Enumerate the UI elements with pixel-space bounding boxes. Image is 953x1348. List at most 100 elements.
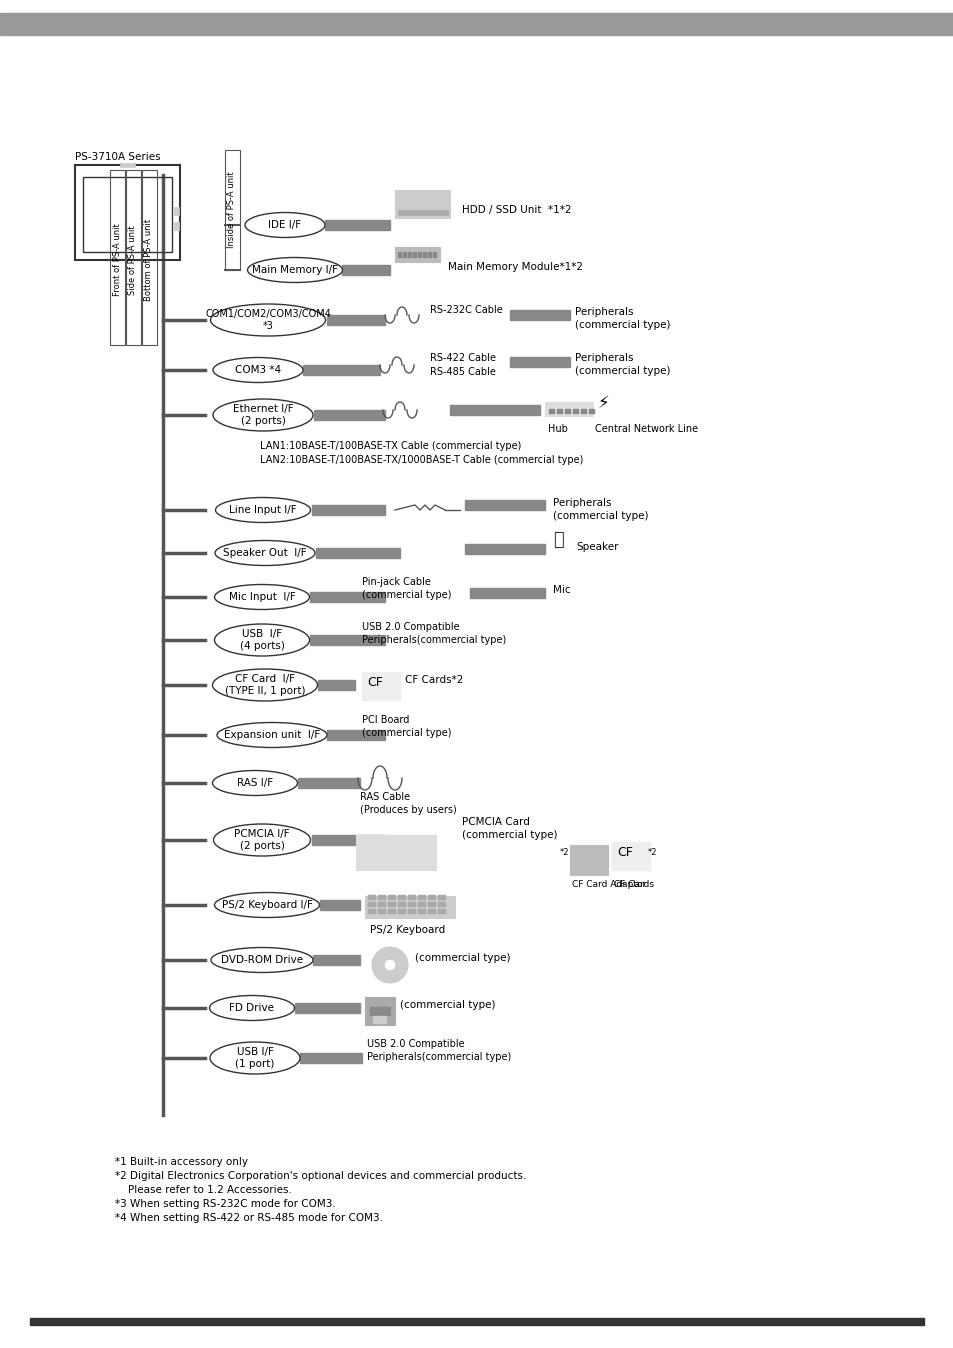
Bar xyxy=(437,902,446,907)
Bar xyxy=(388,909,395,914)
Bar xyxy=(365,998,395,1024)
Bar xyxy=(314,410,385,421)
Bar xyxy=(75,164,180,260)
Text: Please refer to 1.2 Accessories.: Please refer to 1.2 Accessories. xyxy=(115,1185,292,1194)
Text: (commercial type): (commercial type) xyxy=(461,830,557,840)
Bar xyxy=(397,895,406,900)
Bar xyxy=(564,408,569,412)
Bar xyxy=(110,170,125,345)
Text: Peripherals(commercial type): Peripherals(commercial type) xyxy=(367,1051,511,1062)
Bar xyxy=(377,895,386,900)
Bar xyxy=(437,895,446,900)
Text: Inside of PS-A unit: Inside of PS-A unit xyxy=(227,171,236,248)
Text: 🔊: 🔊 xyxy=(553,531,563,549)
Text: Speaker: Speaker xyxy=(576,542,618,551)
Text: Mic: Mic xyxy=(553,585,570,594)
Text: PCMCIA Card: PCMCIA Card xyxy=(461,817,529,828)
Bar xyxy=(413,252,416,257)
Bar xyxy=(126,170,141,345)
Ellipse shape xyxy=(216,723,327,748)
Bar xyxy=(299,1053,361,1064)
Text: ⚡: ⚡ xyxy=(598,394,609,412)
Bar xyxy=(325,220,390,231)
Bar xyxy=(365,896,455,918)
Bar xyxy=(437,909,446,914)
Text: Peripherals(commercial type): Peripherals(commercial type) xyxy=(361,635,506,644)
Ellipse shape xyxy=(213,357,303,383)
Bar xyxy=(317,679,355,690)
Text: *2 Digital Electronics Corporation's optional devices and commercial products.: *2 Digital Electronics Corporation's opt… xyxy=(115,1171,526,1181)
Ellipse shape xyxy=(210,996,294,1020)
Bar xyxy=(428,902,436,907)
Circle shape xyxy=(385,960,395,971)
Bar xyxy=(173,222,179,231)
Text: RAS I/F: RAS I/F xyxy=(236,778,273,789)
Bar xyxy=(510,310,569,319)
Bar xyxy=(327,315,385,325)
Bar xyxy=(464,500,544,510)
Bar xyxy=(313,954,359,965)
Ellipse shape xyxy=(214,624,309,656)
Bar xyxy=(297,778,359,789)
Text: *1 Built-in accessory only: *1 Built-in accessory only xyxy=(115,1157,248,1167)
Ellipse shape xyxy=(213,824,310,856)
Bar xyxy=(173,208,179,214)
Ellipse shape xyxy=(213,399,313,431)
Text: LAN2:10BASE-T/100BASE-TX/1000BASE-T Cable (commercial type): LAN2:10BASE-T/100BASE-TX/1000BASE-T Cabl… xyxy=(260,456,583,465)
Text: FD Drive: FD Drive xyxy=(230,1003,274,1012)
Text: CF Card  I/F
(TYPE II, 1 port): CF Card I/F (TYPE II, 1 port) xyxy=(225,674,305,696)
Bar xyxy=(368,895,375,900)
Bar xyxy=(120,163,135,167)
Bar xyxy=(395,247,439,262)
Bar xyxy=(548,408,554,412)
Bar xyxy=(397,909,406,914)
Text: *2: *2 xyxy=(647,848,657,857)
Text: Bottom of PS-A unit: Bottom of PS-A unit xyxy=(144,218,153,301)
Bar xyxy=(573,408,578,412)
Text: (commercial type): (commercial type) xyxy=(553,511,648,520)
Text: RAS Cable: RAS Cable xyxy=(359,793,410,802)
Ellipse shape xyxy=(213,771,297,795)
Bar xyxy=(464,545,544,554)
Bar xyxy=(408,252,411,257)
Text: DVD-ROM Drive: DVD-ROM Drive xyxy=(221,954,303,965)
Text: *3 When setting RS-232C mode for COM3.: *3 When setting RS-232C mode for COM3. xyxy=(115,1198,335,1209)
Text: LAN1:10BASE-T/100BASE-TX Cable (commercial type): LAN1:10BASE-T/100BASE-TX Cable (commerci… xyxy=(260,441,521,452)
Bar xyxy=(370,1007,390,1015)
Bar xyxy=(544,402,593,417)
Text: PCI Board: PCI Board xyxy=(361,714,409,725)
Ellipse shape xyxy=(247,257,342,283)
Text: Peripherals: Peripherals xyxy=(575,307,633,317)
Bar xyxy=(373,1016,387,1024)
Text: Side of PS-A unit: Side of PS-A unit xyxy=(129,225,137,295)
Bar xyxy=(612,842,649,869)
Bar xyxy=(368,902,375,907)
Text: Line Input I/F: Line Input I/F xyxy=(229,506,296,515)
Text: (commercial type): (commercial type) xyxy=(399,1000,495,1010)
Bar xyxy=(310,635,385,644)
Ellipse shape xyxy=(245,213,325,237)
Text: CF: CF xyxy=(367,675,382,689)
Text: *4 When setting RS-422 or RS-485 mode for COM3.: *4 When setting RS-422 or RS-485 mode fo… xyxy=(115,1213,382,1223)
Bar xyxy=(422,252,426,257)
Bar xyxy=(142,170,157,345)
Bar xyxy=(408,902,416,907)
Text: Expansion unit  I/F: Expansion unit I/F xyxy=(224,731,320,740)
Text: CF Cards: CF Cards xyxy=(614,880,654,888)
Ellipse shape xyxy=(211,305,325,336)
Bar xyxy=(395,190,450,218)
Text: (commercial type): (commercial type) xyxy=(361,728,451,737)
Text: Peripherals: Peripherals xyxy=(553,497,611,508)
Bar xyxy=(450,404,539,415)
Text: Central Network Line: Central Network Line xyxy=(595,425,698,434)
Text: USB 2.0 Compatible: USB 2.0 Compatible xyxy=(367,1039,464,1049)
Bar xyxy=(315,549,399,558)
Text: RS-232C Cable: RS-232C Cable xyxy=(430,305,502,315)
Bar xyxy=(428,909,436,914)
Bar xyxy=(408,909,416,914)
Text: HDD / SSD Unit  *1*2: HDD / SSD Unit *1*2 xyxy=(461,205,571,214)
Text: CF Card Adaptor: CF Card Adaptor xyxy=(572,880,645,888)
Bar xyxy=(470,588,544,599)
Ellipse shape xyxy=(215,497,310,523)
Bar xyxy=(433,252,436,257)
